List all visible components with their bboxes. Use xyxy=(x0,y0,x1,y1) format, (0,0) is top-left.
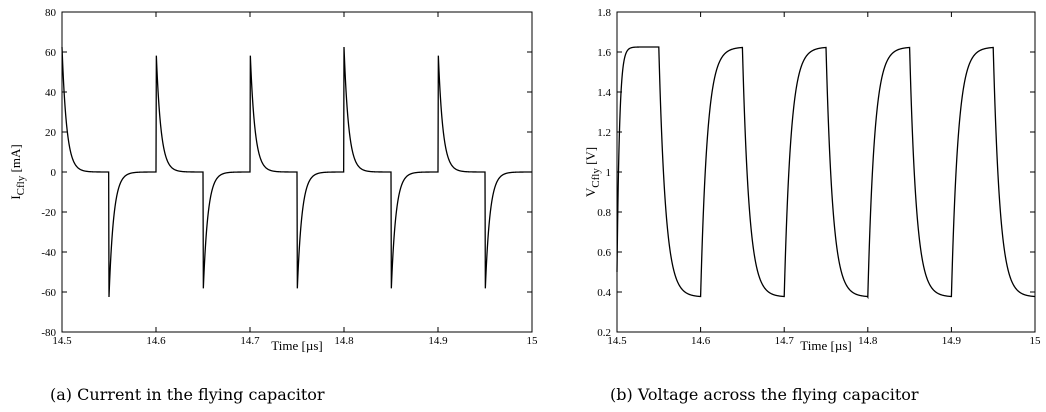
y-tick-label: 60 xyxy=(45,47,57,59)
y-tick-label: 0 xyxy=(51,167,57,179)
y-tick-label: 0.6 xyxy=(597,247,611,259)
y-axis-label: VCfly [V] xyxy=(583,147,602,197)
y-tick-label: 1.8 xyxy=(597,7,611,19)
x-tick-label: 15 xyxy=(1030,335,1042,347)
x-axis-label: Time [µs] xyxy=(800,338,851,353)
x-tick-label: 14.8 xyxy=(334,335,354,347)
x-tick-label: 14.6 xyxy=(691,335,711,347)
y-axis-label: ICfly [mA] xyxy=(8,144,27,199)
x-tick-label: 14.6 xyxy=(146,335,166,347)
y-tick-label: 20 xyxy=(45,127,57,139)
y-tick-label: 0.4 xyxy=(597,287,611,299)
x-tick-label: 14.8 xyxy=(858,335,878,347)
x-tick-label: 14.9 xyxy=(428,335,448,347)
y-tick-label: -60 xyxy=(41,287,56,299)
current-trace xyxy=(61,46,532,298)
voltage-chart: 14.5 14.6 14.7 14.8 14.9 15 1.8 1.6 1.4 1.2 1 0.8 0… xyxy=(583,7,1041,404)
x-tick-label: 14.5 xyxy=(607,335,627,347)
y-tick-label: 1.4 xyxy=(597,87,611,99)
y-axis-ticks: 1.8 1.6 1.4 1.2 1 0.8 0.6 0.4 0.2 xyxy=(597,7,1035,339)
x-tick-label: 14.5 xyxy=(52,335,72,347)
x-tick-label: 14.7 xyxy=(240,335,260,347)
y-tick-label: 80 xyxy=(45,7,57,19)
x-axis-ticks: 14.5 14.6 14.7 14.8 14.9 15 xyxy=(607,12,1041,347)
x-tick-label: 14.9 xyxy=(942,335,962,347)
y-tick-label: 1.6 xyxy=(597,47,611,59)
y-tick-label: 0.8 xyxy=(597,207,611,219)
y-tick-label: 1 xyxy=(606,167,612,179)
y-tick-label: -80 xyxy=(41,327,56,339)
y-tick-label: -20 xyxy=(41,207,56,219)
y-axis-ticks: 80 60 40 20 0 -20 -40 -60 -80 xyxy=(41,7,532,339)
x-tick-label: 14.7 xyxy=(775,335,795,347)
y-tick-label: 40 xyxy=(45,87,57,99)
voltage-trace xyxy=(616,46,1036,300)
y-tick-label: 0.2 xyxy=(597,327,611,339)
x-axis-ticks: 14.5 14.6 14.7 14.8 14.9 15 xyxy=(52,12,538,347)
x-axis-label: Time [µs] xyxy=(271,338,322,353)
current-chart: 14.5 14.6 14.7 14.8 14.9 15 80 60 40 20 0 -20 -40 -6… xyxy=(8,7,538,404)
caption-a: (a) Current in the flying capacitor xyxy=(50,385,325,404)
y-tick-label: 1.2 xyxy=(597,127,611,139)
caption-b: (b) Voltage across the flying capacitor xyxy=(610,385,919,404)
y-tick-label: -40 xyxy=(41,247,56,259)
x-tick-label: 15 xyxy=(527,335,539,347)
